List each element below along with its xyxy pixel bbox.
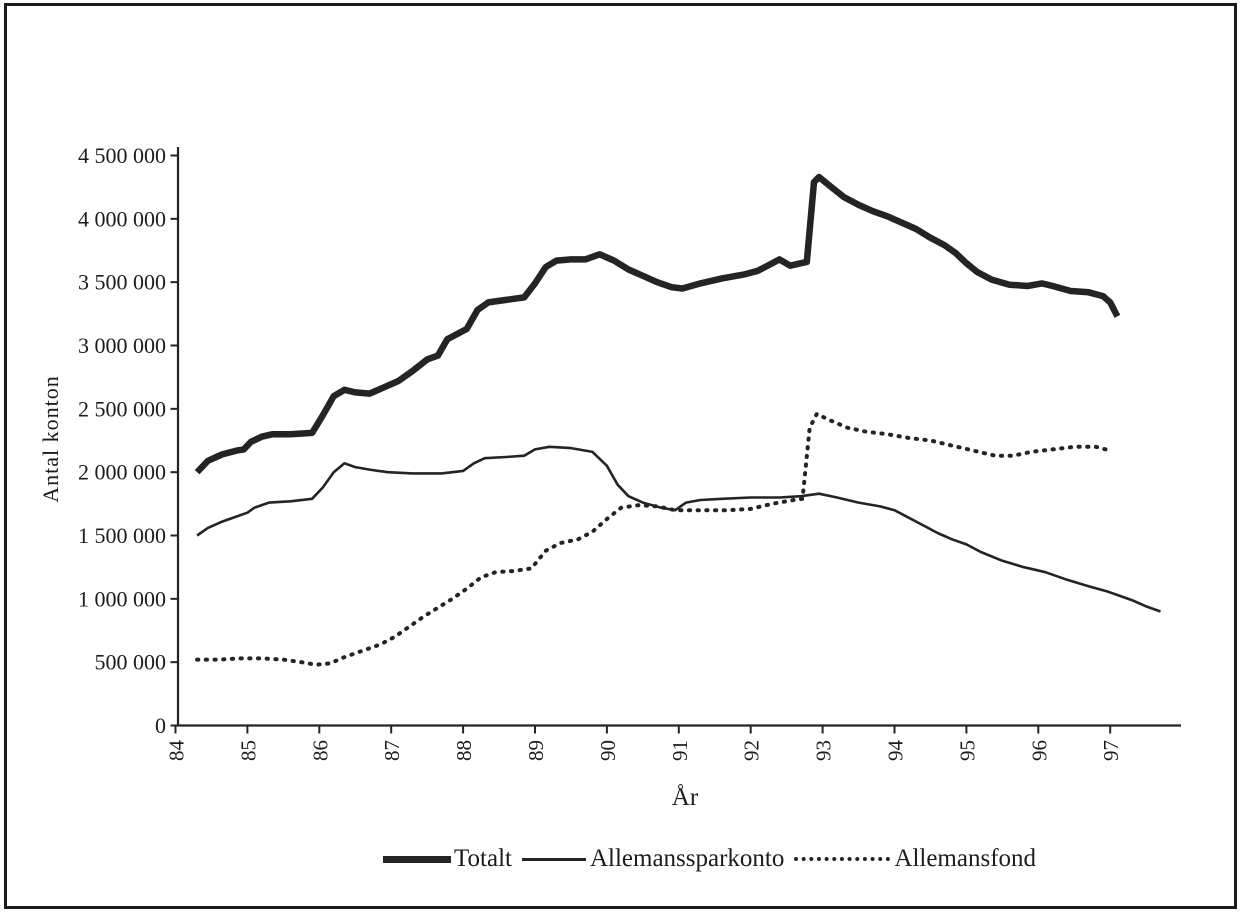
x-tick-label: 90 <box>596 740 620 761</box>
x-tick-label: 87 <box>380 740 404 761</box>
legend: Totalt Allemanssparkonto Allemansfond <box>383 843 1036 875</box>
y-tick-label: 500 000 <box>95 650 167 675</box>
y-tick-label: 0 <box>155 713 166 738</box>
x-axis-title: År <box>671 784 699 811</box>
x-tick-label: 85 <box>236 740 260 761</box>
legend-label-totalt: Totalt <box>454 845 512 872</box>
x-tick-label: 95 <box>955 740 979 761</box>
y-tick-label: 2 500 000 <box>78 396 166 421</box>
series-line-allemansfond <box>195 411 1113 667</box>
x-tick-label: 92 <box>740 740 764 761</box>
y-tick-label: 4 500 000 <box>78 143 166 168</box>
y-axis-title: Antal konton <box>38 375 63 503</box>
x-tick-label: 86 <box>308 740 332 761</box>
series-line-totalt <box>194 173 1121 475</box>
x-tick-label: 89 <box>524 740 548 761</box>
axes <box>176 147 1181 727</box>
x-tick-label: 94 <box>884 740 908 762</box>
x-tick-label: 96 <box>1027 740 1051 761</box>
y-tick-label: 1 000 000 <box>78 586 166 611</box>
series-line-allemanssparkonto <box>196 445 1161 613</box>
y-tick-label: 2 000 000 <box>78 460 166 485</box>
x-tick-label: 97 <box>1099 740 1123 761</box>
legend-label-allemanssparkonto: Allemanssparkonto <box>589 845 785 872</box>
legend-line-totalt <box>383 855 451 863</box>
x-tick-label: 84 <box>165 740 189 762</box>
x-tick-label: 91 <box>668 740 692 761</box>
y-tick-label: 3 000 000 <box>78 333 166 358</box>
y-tick-label: 1 500 000 <box>78 523 166 548</box>
legend-label-allemansfond: Allemansfond <box>894 845 1037 872</box>
x-tick-label: 93 <box>812 740 836 761</box>
legend-line-allemanssparkonto <box>521 857 586 861</box>
legend-line-allemansfond <box>794 857 891 861</box>
y-tick-label: 3 500 000 <box>78 270 166 295</box>
y-tick-label: 4 000 000 <box>78 206 166 231</box>
x-tick-label: 88 <box>452 740 476 761</box>
